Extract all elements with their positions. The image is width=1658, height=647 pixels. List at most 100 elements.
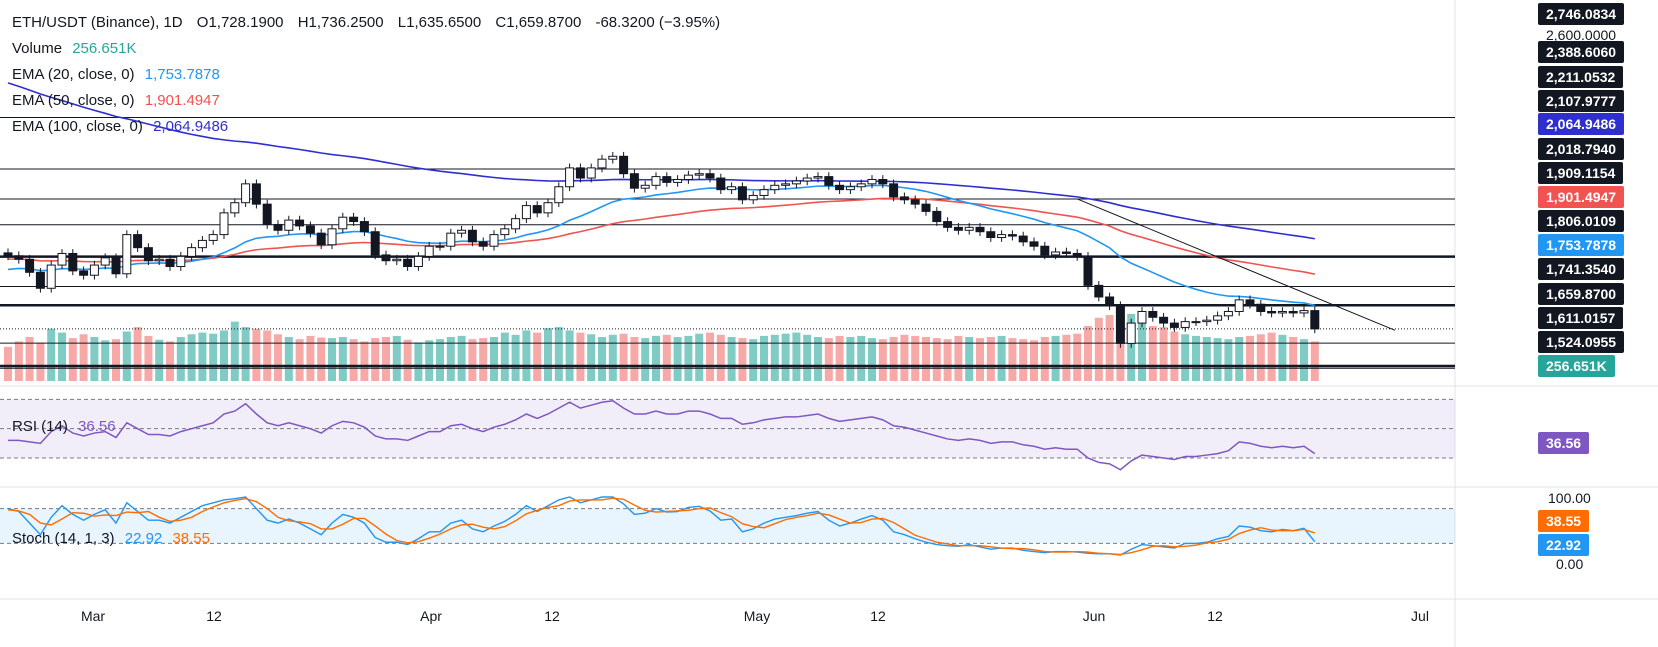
candle-body xyxy=(802,177,812,182)
candle-body xyxy=(1029,241,1039,247)
candle-body xyxy=(932,210,942,223)
candle-body xyxy=(273,223,283,231)
volume-bar xyxy=(954,335,963,381)
candle-body xyxy=(165,258,175,268)
candle-body xyxy=(673,178,683,183)
volume-bar xyxy=(252,328,261,381)
candle-body xyxy=(446,232,456,247)
volume-bar xyxy=(403,339,412,381)
candle-body xyxy=(781,183,791,186)
stoch-band xyxy=(0,508,1455,544)
candle-body xyxy=(478,241,488,247)
candle-body xyxy=(241,183,251,204)
legend-volume[interactable]: Volume 256.651K xyxy=(12,40,142,57)
candle-body xyxy=(953,226,963,231)
volume-bar xyxy=(824,338,833,381)
candle-body xyxy=(1202,319,1212,323)
level-tag-5: 1,909.1154 xyxy=(1538,162,1624,184)
volume-bar xyxy=(932,338,941,381)
candle-body xyxy=(359,221,369,233)
volume-bar xyxy=(1246,335,1254,381)
volume-bar xyxy=(392,335,401,381)
candle-body xyxy=(370,231,380,256)
candle-body xyxy=(867,178,877,185)
candle-body xyxy=(68,252,78,272)
candle-body xyxy=(835,184,845,191)
candle-body xyxy=(1169,322,1179,328)
volume-tag: 256.651K xyxy=(1538,355,1615,377)
volume-bar xyxy=(1213,338,1222,381)
volume-bar xyxy=(878,339,887,381)
rsi-line xyxy=(8,400,1316,471)
candle-body xyxy=(284,219,294,231)
level-tag-9: 1,524.0955 xyxy=(1538,331,1625,353)
candle-body xyxy=(1126,322,1136,344)
volume-bar xyxy=(306,335,315,381)
candle-body xyxy=(640,184,650,189)
volume-bar xyxy=(112,339,120,381)
candle-body xyxy=(1310,310,1320,330)
volume-bar xyxy=(1105,315,1114,381)
candle-body xyxy=(1245,299,1255,305)
ema20-line xyxy=(7,184,1315,307)
legend-ema100[interactable]: EMA (100, close, 0) 2,064.9486 xyxy=(12,118,234,135)
volume-bar xyxy=(468,339,477,381)
candle-body xyxy=(1148,310,1158,318)
symbol-label[interactable]: ETH/USDT (Binance), 1D xyxy=(12,14,183,31)
volume-bar xyxy=(500,332,509,381)
volume-bar xyxy=(58,332,66,381)
volume-bar xyxy=(1310,341,1319,381)
volume-label: Volume xyxy=(12,40,63,57)
volume-bar xyxy=(576,332,585,381)
volume-bar xyxy=(868,338,876,381)
candle-body xyxy=(1040,245,1050,256)
volume-bar xyxy=(1224,339,1233,381)
legend-ema20[interactable]: EMA (20, close, 0) 1,753.7878 xyxy=(12,66,226,83)
stoch-k-tag: 22.92 xyxy=(1538,534,1590,556)
stoch-k-value: 22.92 xyxy=(124,530,163,547)
candle-body xyxy=(1180,321,1190,328)
candle-body xyxy=(187,247,197,257)
candle-body xyxy=(457,229,467,234)
volume-bar xyxy=(792,332,801,381)
candle-body xyxy=(1115,305,1125,344)
candle-body xyxy=(424,245,434,257)
volume-bar xyxy=(284,337,293,381)
candle-body xyxy=(748,194,758,201)
volume-bar xyxy=(328,338,336,381)
volume-bar xyxy=(436,339,444,381)
candle-body xyxy=(964,226,974,231)
volume-bar xyxy=(209,333,218,381)
candle-body xyxy=(1288,310,1298,314)
legend-stoch[interactable]: Stoch (14, 1, 3) 22.92 38.55 xyxy=(12,530,216,547)
volume-bar xyxy=(565,330,574,381)
volume-bar xyxy=(760,335,768,381)
candle-body xyxy=(899,196,909,201)
candle-body xyxy=(586,167,596,179)
volume-bar xyxy=(738,338,747,381)
stoch-axis-bottom: 0.00 xyxy=(1556,556,1584,572)
rsi-tag: 36.56 xyxy=(1538,432,1590,454)
volume-bar xyxy=(1148,326,1157,381)
candle-body xyxy=(1072,252,1082,257)
volume-bar xyxy=(457,335,466,381)
candle-body xyxy=(543,202,553,214)
volume-bar xyxy=(1170,331,1179,381)
candle-body xyxy=(46,264,56,289)
candle-body xyxy=(1191,321,1201,324)
volume-bar xyxy=(695,333,704,381)
legend-ema50[interactable]: EMA (50, close, 0) 1,901.4947 xyxy=(12,92,226,109)
volume-bar xyxy=(1094,317,1103,381)
candle-body xyxy=(349,216,359,223)
ema50-line xyxy=(7,197,1315,275)
time-label-jul: Jul xyxy=(1411,608,1429,624)
candle-body xyxy=(1223,310,1233,317)
candle-body xyxy=(608,155,618,160)
volume-bar xyxy=(1278,334,1287,381)
volume-bar xyxy=(857,335,866,381)
stoch-d-line xyxy=(7,497,1316,556)
volume-bar xyxy=(781,333,790,381)
volume-bar xyxy=(122,331,131,381)
legend-rsi[interactable]: RSI (14) 36.56 xyxy=(12,418,122,435)
